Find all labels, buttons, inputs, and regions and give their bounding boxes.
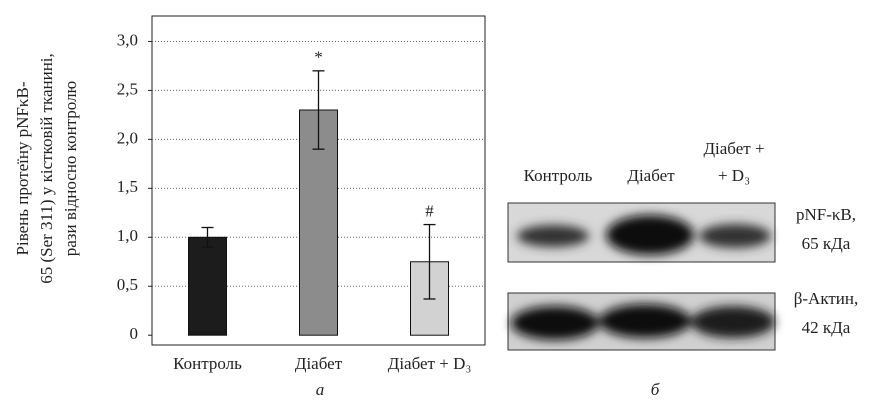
- y-axis-label: рази відносно контролю: [61, 80, 80, 256]
- column-label: Діабет +: [703, 139, 764, 158]
- y-tick-label: 1,0: [117, 226, 138, 245]
- annotation: #: [425, 201, 434, 220]
- y-tick-label: 2,5: [117, 79, 138, 98]
- annotation: *: [314, 48, 323, 67]
- band: [517, 225, 589, 247]
- x-tick-label: Діабет: [295, 354, 343, 373]
- band: [511, 306, 599, 340]
- y-tick-label: 0,5: [117, 275, 138, 294]
- band: [599, 304, 691, 338]
- bar: [189, 237, 227, 335]
- y-tick-label: 2,0: [117, 128, 138, 147]
- row-label: β-Актин,: [794, 289, 859, 308]
- row-label: 42 кДа: [802, 318, 851, 337]
- column-label: Діабет: [627, 166, 675, 185]
- column-label: + D₃: [718, 166, 750, 185]
- x-tick-label: Діабет + D₃: [388, 354, 472, 373]
- y-axis-label: Рівень протеїну pNFκB-: [13, 81, 32, 255]
- x-tick-label: Контроль: [173, 354, 242, 373]
- y-tick-label: 0: [130, 324, 139, 343]
- y-tick-label: 3,0: [117, 30, 138, 49]
- y-tick-label: 1,5: [117, 177, 138, 196]
- band: [691, 306, 775, 338]
- band: [606, 215, 694, 255]
- blot-bands: [511, 304, 775, 340]
- row-label: 65 кДа: [802, 234, 851, 253]
- y-axis-label: 65 (Ser 311) у кістковій тканині,: [37, 53, 56, 284]
- column-label: Контроль: [524, 166, 593, 185]
- panel-label: а: [316, 380, 325, 399]
- row-label: pNF-κB,: [796, 205, 856, 224]
- blot-images: [508, 203, 775, 350]
- figure: а б 0 0,5 1,0 1,5 2,0 2,5 3,0 Рівень протеїну p…: [0, 0, 881, 400]
- panel-label: б: [651, 380, 660, 399]
- band: [699, 224, 771, 248]
